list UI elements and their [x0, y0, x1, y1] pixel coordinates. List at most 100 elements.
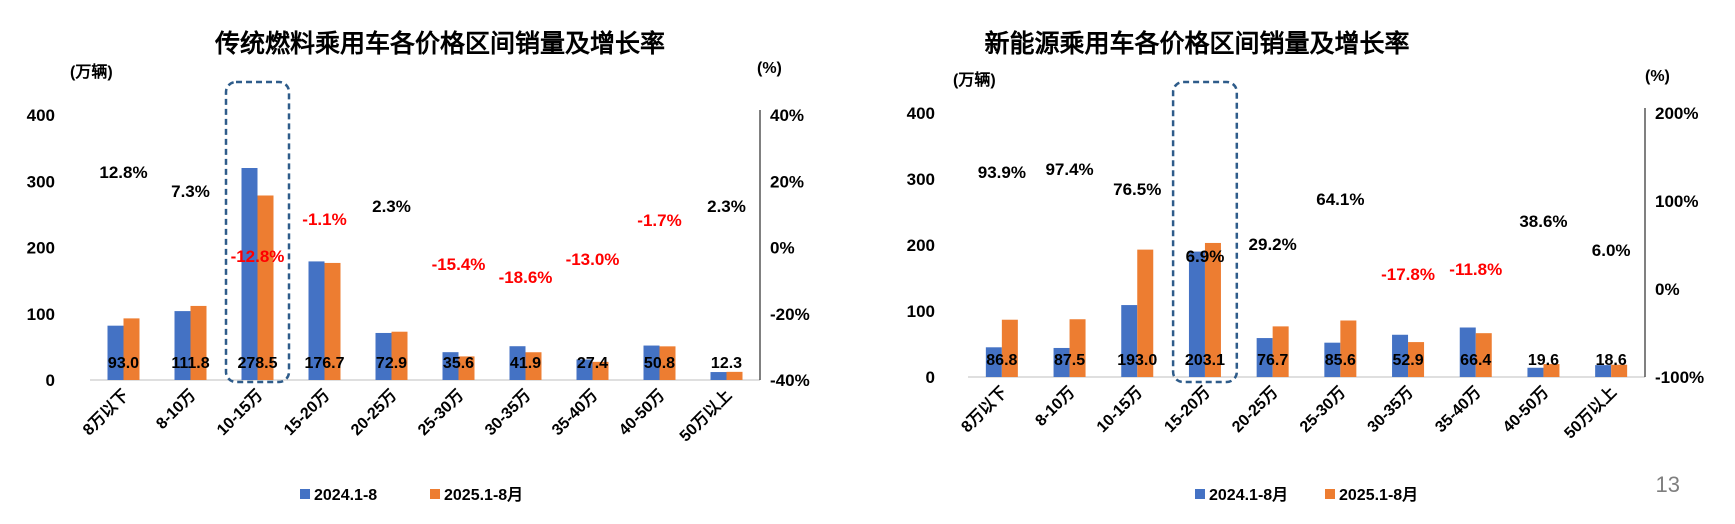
data-label: 193.0	[1117, 352, 1157, 369]
category-label: 25-30万	[415, 387, 467, 439]
category-label: 30-35万	[1365, 384, 1417, 436]
category-label: 20-25万	[1229, 384, 1281, 436]
chart-new-energy: 新能源乘用车各价格区间销量及增长率 (万辆) (%) 0 100 200 300 400 -10…	[907, 29, 1705, 504]
bar-2025	[123, 318, 140, 380]
bar-2024	[1256, 338, 1273, 377]
bar-2025	[1475, 333, 1492, 377]
category-label: 40-50万	[616, 387, 668, 439]
category-label: 8万以下	[79, 386, 132, 439]
bar-2025	[592, 361, 609, 380]
bar-2024	[1392, 334, 1409, 377]
y-tick-label: 300	[907, 170, 935, 189]
chart-traditional-fuel: 传统燃料乘用车各价格区间销量及增长率 (万辆) (%) 0 100 200 300 400 -4…	[27, 29, 810, 504]
bar-2025	[1272, 326, 1289, 377]
category-label: 35-40万	[549, 387, 601, 439]
category-label: 10-15万	[1094, 384, 1146, 436]
growth-label: -1.1%	[302, 210, 346, 229]
category-label: 8-10万	[153, 387, 199, 433]
bar-2025	[726, 371, 743, 380]
bar-2024	[308, 261, 325, 380]
y-tick-label: 200	[907, 236, 935, 255]
chart-title: 传统燃料乘用车各价格区间销量及增长率	[214, 29, 665, 58]
y-tick-label: 100	[907, 302, 935, 321]
bar-2024	[710, 372, 727, 380]
data-label: 111.8	[171, 355, 209, 372]
category-label: 30-35万	[482, 387, 534, 439]
growth-label: 6.0%	[1592, 241, 1631, 260]
y2-tick-label: 0%	[770, 239, 795, 258]
bar-2024	[241, 168, 258, 380]
legend-label: 2024.1-8月	[1209, 486, 1288, 504]
data-label: 18.6	[1596, 352, 1627, 369]
category-label: 20-25万	[348, 387, 400, 439]
bar-2024	[985, 347, 1002, 377]
bar-2024	[107, 325, 124, 380]
data-label: 85.6	[1325, 352, 1356, 369]
category-label: 15-20万	[1161, 384, 1213, 436]
legend-swatch	[1195, 489, 1205, 499]
y-axis-unit-label: (万辆)	[70, 62, 113, 81]
bar-2025	[190, 305, 207, 380]
growth-label: -15.4%	[432, 255, 486, 274]
bar-2024	[509, 346, 526, 380]
bar-2025	[659, 346, 676, 380]
data-label: 76.7	[1257, 352, 1288, 369]
growth-label: -1.7%	[637, 211, 681, 230]
category-label: 25-30万	[1297, 384, 1349, 436]
legend-swatch	[1325, 489, 1335, 499]
legend-label: 2025.1-8月	[1339, 486, 1418, 504]
bar-2025	[257, 195, 274, 380]
y2-tick-label: 20%	[770, 172, 804, 191]
data-label: 93.0	[108, 355, 139, 372]
bar-2024	[1121, 305, 1138, 377]
bar-2025	[1408, 342, 1425, 377]
data-label: 19.6	[1528, 352, 1559, 369]
y2-tick-label: 100%	[1655, 192, 1698, 211]
y-tick-label: 300	[27, 172, 55, 191]
y2-axis-unit-label: (%)	[757, 60, 782, 77]
y-tick-label: 100	[27, 305, 55, 324]
growth-label: 29.2%	[1249, 235, 1297, 254]
bar-2025	[1340, 320, 1357, 377]
highlight-box	[1171, 80, 1239, 384]
y-tick-label: 200	[27, 239, 55, 258]
y2-tick-label: -40%	[770, 371, 810, 390]
growth-label: -18.6%	[499, 268, 553, 287]
growth-label: -12.8%	[231, 247, 285, 266]
category-label: 8-10万	[1032, 384, 1078, 430]
y-tick-label: 0	[46, 371, 55, 390]
data-label: 176.7	[304, 355, 344, 372]
bar-2025	[1069, 319, 1086, 377]
page-number: 13	[1655, 472, 1680, 497]
growth-label: -17.8%	[1381, 265, 1435, 284]
bar-2024	[1527, 367, 1544, 377]
bar-2025	[1611, 364, 1628, 377]
data-label: 50.8	[644, 355, 675, 372]
category-label: 40-50万	[1500, 384, 1552, 436]
data-label: 27.4	[577, 355, 608, 372]
data-label: 35.6	[443, 355, 474, 372]
chart-title: 新能源乘用车各价格区间销量及增长率	[984, 29, 1409, 58]
y2-tick-label: 200%	[1655, 104, 1698, 123]
growth-label: 2.3%	[707, 197, 746, 216]
y2-tick-label: -100%	[1655, 368, 1704, 387]
growth-label: 64.1%	[1316, 190, 1364, 209]
y2-tick-label: 0%	[1655, 280, 1680, 299]
bar-2025	[458, 356, 475, 380]
y2-tick-label: -20%	[770, 305, 810, 324]
y-axis-unit-label: (万辆)	[953, 70, 996, 89]
legend-swatch	[430, 489, 440, 499]
data-label: 203.1	[1185, 352, 1225, 369]
growth-label: 2.3%	[372, 197, 411, 216]
category-label: 50万以上	[676, 386, 735, 445]
highlight-box	[224, 80, 291, 384]
category-label: 8万以下	[958, 383, 1011, 436]
legend-label: 2025.1-8月	[444, 486, 523, 504]
bar-2024	[643, 345, 660, 380]
y2-axis-unit-label: (%)	[1645, 68, 1670, 85]
growth-label: -11.8%	[1449, 260, 1502, 279]
category-label: 10-15万	[214, 387, 266, 439]
bar-2025	[1001, 319, 1018, 377]
data-label: 86.8	[986, 352, 1017, 369]
